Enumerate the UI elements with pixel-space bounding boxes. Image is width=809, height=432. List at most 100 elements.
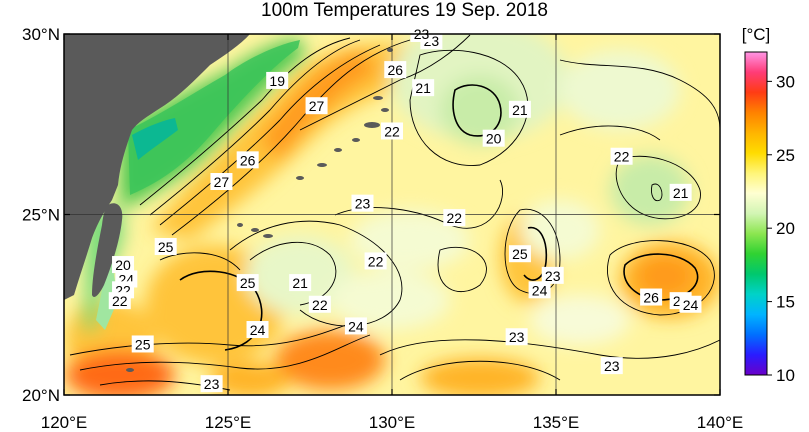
contour-label: 26: [236, 151, 259, 169]
contour-label-text: 24: [250, 322, 266, 338]
contour-label: 22: [308, 295, 331, 313]
contour-label: 23: [200, 375, 223, 393]
axis-tick-marks: [63, 33, 721, 396]
lat-lon-grid: [64, 34, 720, 395]
contour-label-box: [381, 122, 403, 140]
lat-tick-label: 25°N: [22, 206, 60, 225]
contour-label: 25: [236, 274, 259, 292]
contour-label: 23: [351, 194, 374, 212]
colorbar-gradient: [744, 51, 768, 376]
ryukyu-islands: [126, 48, 393, 372]
contour-labels: 2323262119272221202226272123222522252324…: [108, 25, 702, 393]
contour-label: 25: [154, 237, 177, 255]
contour-label-box: [640, 288, 663, 306]
contour-label-text: 25: [158, 239, 174, 255]
colorbar-ticks: 10 15 20 25 30: [767, 72, 795, 385]
contour-label: 23: [505, 328, 528, 346]
contour-label: 24: [679, 295, 702, 313]
lat-tick-label: 20°N: [22, 386, 60, 405]
contour-label-text: 23: [204, 376, 220, 392]
contour-label-text: 24: [348, 318, 364, 334]
contour-label-box: [200, 375, 223, 393]
contour-label-text: 23: [604, 358, 620, 374]
contour-label-text: 21: [673, 185, 689, 201]
contour-label-text: 24: [532, 282, 548, 298]
colorbar-tick-label: 25: [776, 146, 795, 165]
contour-label-box: [308, 295, 331, 313]
contour-label-text: 23: [355, 196, 371, 212]
contour-label-box: [443, 209, 466, 227]
contour-label-box: [541, 266, 564, 284]
contour-label-text: 24: [683, 297, 699, 313]
contour-label-box: [505, 328, 528, 346]
colorbar-unit: [°C]: [742, 25, 771, 44]
contour-label: 22: [364, 252, 387, 270]
contour-label-box: [236, 274, 259, 292]
colorbar-tick-label: 10: [776, 366, 795, 385]
contour-label: 26: [384, 61, 407, 79]
shelf-green: [128, 40, 300, 195]
shelf-cyan: [132, 118, 178, 160]
contour-label-box: [344, 317, 367, 335]
contour-label-box: [508, 245, 531, 263]
contour-label-text: 25: [512, 246, 528, 262]
contour-label-box: [131, 335, 154, 353]
contour-label-box: [482, 129, 505, 147]
lon-tick-label: 135°E: [533, 413, 580, 432]
contour-label: 19: [266, 71, 289, 89]
contour-label-text: 26: [387, 62, 403, 78]
contour-label-box: [246, 321, 269, 339]
contour-label-box: [108, 292, 131, 310]
lon-tick-label: 125°E: [205, 413, 252, 432]
contour-label-text: 20: [115, 257, 131, 273]
china-mainland: [64, 34, 250, 300]
contour-label-text: 23: [545, 268, 561, 284]
colorbar-tick-label: 30: [776, 72, 795, 91]
contour-label-text: 21: [415, 80, 431, 96]
taiwan-island: [92, 203, 123, 297]
contour-label-text: 26: [240, 152, 256, 168]
lon-tick-label: 120°E: [41, 413, 88, 432]
contour-label-text: 22: [112, 293, 128, 309]
contour-label-box: [236, 151, 259, 169]
contour-label-box: [669, 183, 692, 201]
contour-label-text: 19: [269, 73, 285, 89]
contour-label-box: [289, 274, 312, 292]
contour-label-box: [305, 97, 328, 115]
contour-label: 22: [381, 122, 403, 140]
contour-label: 20: [112, 256, 135, 274]
contour-label: 21: [669, 183, 692, 201]
contour-label-box: [112, 256, 135, 274]
contour-label-box: [364, 252, 387, 270]
contour-label-box: [508, 100, 531, 118]
contour-label: 21: [412, 79, 435, 97]
contour-label-text: 20: [486, 131, 502, 147]
contour-label-box: [154, 237, 177, 255]
contour-label: 22: [443, 209, 466, 227]
contour-label-box: [351, 194, 374, 212]
contour-label-text: 26: [643, 290, 659, 306]
contour-label-text: 27: [214, 174, 230, 190]
contour-label-box: [528, 281, 551, 299]
contour-label: 23: [541, 266, 564, 284]
contour-label: 22: [610, 147, 633, 165]
contour-label: 27: [210, 173, 233, 191]
colorbar-tick-label: 20: [776, 219, 795, 238]
contour-label: 25: [508, 245, 531, 263]
contour-label-text: 22: [368, 253, 384, 269]
contour-label: 21: [289, 274, 312, 292]
contour-label-text: 21: [512, 102, 528, 118]
contour-label-text: 25: [240, 275, 256, 291]
map-title: 100m Temperatures 19 Sep. 2018: [261, 0, 548, 21]
contour-label-text: 22: [614, 149, 630, 165]
lon-tick-label: 140°E: [697, 413, 744, 432]
contour-label-box: [210, 173, 233, 191]
contour-label-text: 27: [309, 98, 325, 114]
contour-label: 26: [640, 288, 663, 306]
contour-label-text: 22: [384, 123, 400, 139]
contour-label-box: [610, 147, 633, 165]
contour-label: 22: [108, 292, 131, 310]
contour-label-box: [679, 295, 702, 313]
contour-label: 27: [305, 97, 328, 115]
